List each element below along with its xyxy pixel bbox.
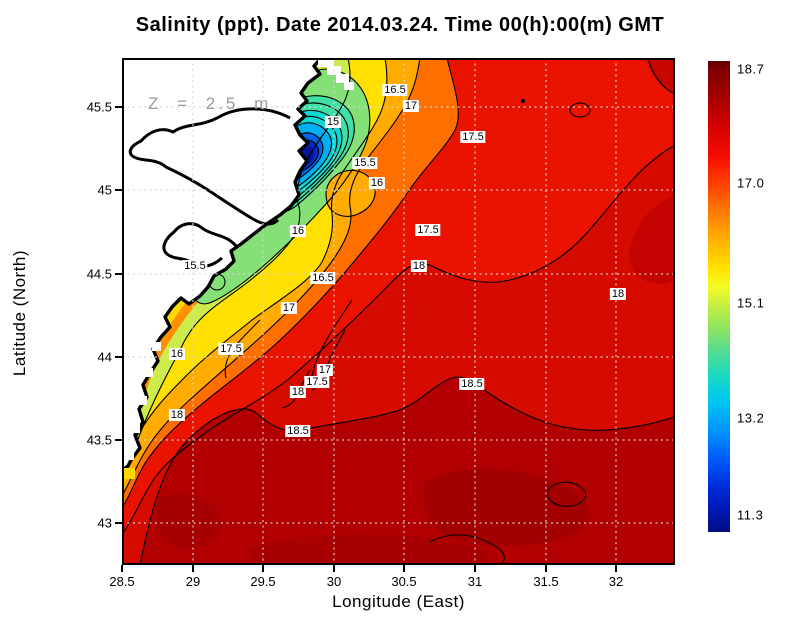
x-tick: 30 bbox=[326, 574, 342, 589]
contour-label: 16.5 bbox=[382, 84, 408, 96]
contour-label: 16 bbox=[289, 225, 307, 237]
colorbar-tick-label: 18.7 bbox=[737, 61, 765, 77]
contour-label: 18 bbox=[609, 288, 627, 300]
colorbar-tick-label: 13.2 bbox=[737, 410, 765, 426]
y-tick: 45 bbox=[97, 182, 112, 198]
x-tick: 28.5 bbox=[109, 574, 135, 589]
contour-label: 17 bbox=[402, 100, 420, 112]
colorbar-tick-label: 11.3 bbox=[737, 507, 764, 523]
x-tick: 31 bbox=[467, 574, 483, 589]
x-tick: 30.5 bbox=[391, 574, 417, 589]
plot-title: Salinity (ppt). Date 2014.03.24. Time 00… bbox=[135, 14, 665, 36]
contour-map-svg bbox=[122, 58, 675, 565]
depth-annotation: Z = 2.5 m bbox=[148, 94, 272, 113]
land-and-coastline bbox=[122, 58, 354, 479]
contour-label: 18.5 bbox=[285, 425, 311, 437]
map-canvas bbox=[122, 58, 675, 565]
x-tick: 32 bbox=[608, 574, 624, 589]
contour-label: 17.5 bbox=[304, 376, 330, 388]
gridlines bbox=[122, 58, 675, 565]
contour-label: 17 bbox=[316, 364, 334, 376]
coastal-yellow-cell bbox=[123, 468, 135, 479]
y-tick: 44.5 bbox=[86, 266, 112, 282]
colorbar-tick-label: 15.1 bbox=[737, 295, 765, 311]
contour-label: 15.5 bbox=[352, 157, 378, 169]
contour-label: 16.5 bbox=[310, 272, 336, 284]
y-tick: 44 bbox=[97, 349, 112, 365]
contour-label: 16 bbox=[368, 177, 386, 189]
contour-label: 17.5 bbox=[415, 224, 441, 236]
contour-label: 17.5 bbox=[218, 343, 244, 355]
colorbar-tick-label: 17.0 bbox=[737, 175, 765, 191]
contour-label: 17 bbox=[280, 302, 298, 314]
y-axis-title: Latitude (North) bbox=[10, 249, 29, 377]
y-tick: 43 bbox=[97, 515, 112, 531]
contour-label: 15 bbox=[324, 116, 342, 128]
x-tick: 31.5 bbox=[533, 574, 559, 589]
contour-label: 18 bbox=[289, 386, 307, 398]
x-tick: 29.5 bbox=[250, 574, 276, 589]
contour-label: 17.5 bbox=[460, 131, 486, 143]
y-tick: 43.5 bbox=[86, 432, 112, 448]
contour-label: 18 bbox=[168, 409, 186, 421]
contour-label: 16 bbox=[168, 348, 186, 360]
x-axis-title: Longitude (East) bbox=[332, 592, 465, 611]
contour-label: 18.5 bbox=[459, 378, 485, 390]
y-tick: 45.5 bbox=[86, 99, 112, 115]
colorbar bbox=[708, 61, 730, 532]
contour-label: 18 bbox=[410, 260, 428, 272]
x-tick: 29 bbox=[185, 574, 201, 589]
contour-label: 15.5 bbox=[182, 260, 208, 272]
